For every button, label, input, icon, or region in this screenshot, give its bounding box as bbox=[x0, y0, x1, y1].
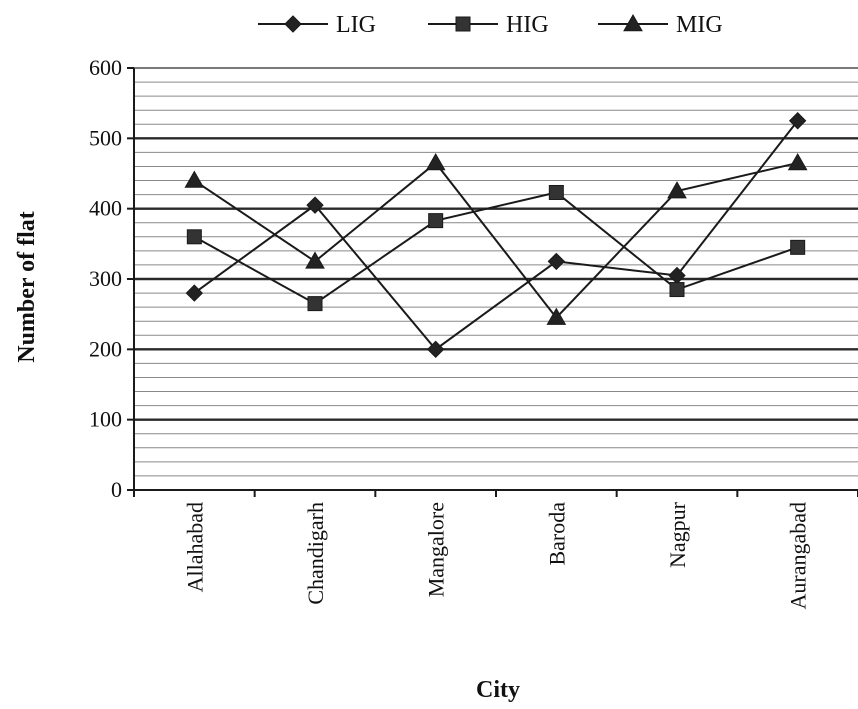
data-point-mig bbox=[184, 170, 205, 188]
data-point-lig bbox=[547, 252, 566, 271]
x-tick-label: Nagpur bbox=[665, 501, 690, 568]
data-point-mig bbox=[546, 307, 567, 325]
data-point-lig bbox=[426, 340, 445, 359]
data-point-mig bbox=[305, 251, 325, 269]
legend: LIG HIG MIG bbox=[258, 12, 723, 38]
data-point-mig bbox=[787, 152, 808, 171]
grid-layer bbox=[134, 67, 858, 477]
legend-marker-hig bbox=[455, 16, 471, 32]
x-axis-title: City bbox=[476, 677, 520, 703]
x-tick-label: Baroda bbox=[544, 502, 569, 566]
series-line-lig bbox=[193, 120, 799, 351]
data-point-mig bbox=[425, 152, 446, 171]
data-point-hig bbox=[186, 229, 202, 245]
x-tick-label: Chandigarh bbox=[303, 502, 328, 605]
series-line-hig bbox=[193, 191, 798, 305]
x-tick-label: Aurangabad bbox=[786, 502, 811, 610]
axis-layer: 0 100 200 300 400 500 600 Allahabad Chandigarh Ma… bbox=[89, 55, 858, 610]
data-point-hig bbox=[548, 184, 564, 200]
y-tick-label: 300 bbox=[89, 266, 122, 291]
data-point-hig bbox=[669, 282, 685, 298]
legend-label-lig: LIG bbox=[336, 12, 376, 38]
x-tick-label: Mangalore bbox=[424, 502, 449, 597]
y-tick-label: 600 bbox=[89, 55, 122, 80]
series-line-mig bbox=[193, 161, 798, 320]
data-point-mig bbox=[667, 181, 687, 199]
y-tick-label: 500 bbox=[89, 125, 122, 150]
data-point-hig bbox=[428, 213, 444, 229]
x-tick-label: Allahabad bbox=[182, 502, 207, 592]
y-tick-label: 100 bbox=[89, 407, 122, 432]
y-tick-label: 200 bbox=[89, 336, 122, 361]
data-point-lig bbox=[788, 112, 807, 130]
legend-label-hig: HIG bbox=[506, 12, 549, 38]
y-axis-title: Number of flat bbox=[14, 211, 40, 363]
data-point-lig bbox=[185, 284, 204, 302]
legend-marker-mig bbox=[623, 13, 643, 32]
y-tick-label: 400 bbox=[89, 196, 122, 221]
data-point-lig bbox=[306, 196, 324, 214]
y-tick-label: 0 bbox=[111, 477, 122, 502]
data-point-hig bbox=[307, 296, 323, 312]
series-layer bbox=[184, 112, 808, 359]
data-point-hig bbox=[790, 239, 806, 255]
legend-marker-lig bbox=[284, 15, 302, 33]
legend-label-mig: MIG bbox=[676, 12, 723, 38]
